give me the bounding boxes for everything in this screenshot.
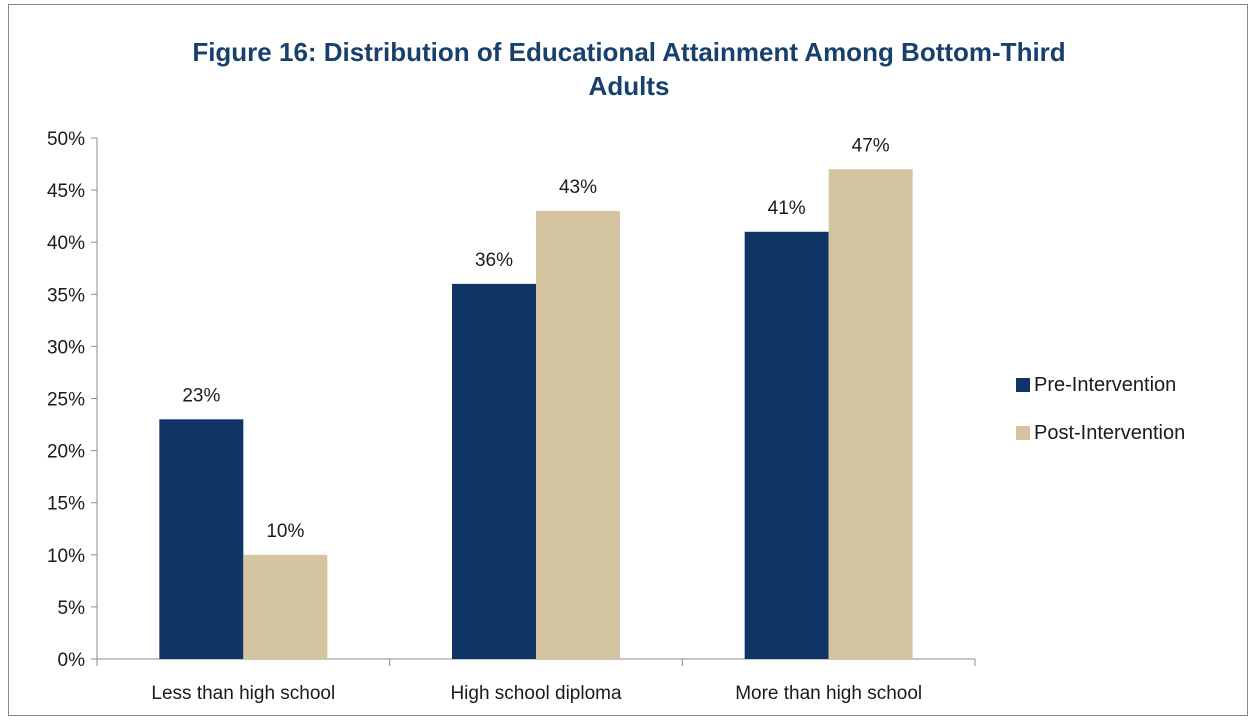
bar (159, 419, 244, 659)
y-tick-label: 10% (47, 546, 85, 567)
bar (452, 283, 536, 659)
y-tick-label: 30% (47, 337, 85, 358)
legend-swatch (1016, 378, 1030, 392)
chart-title: Figure 16: Distribution of Educational A… (9, 35, 1249, 103)
bar (243, 554, 328, 659)
x-tick-label: Less than high school (151, 683, 335, 704)
data-label: 43% (559, 177, 597, 198)
y-tick-label: 45% (47, 181, 85, 202)
legend-swatch (1016, 426, 1030, 440)
chart-title-line2: Adults (588, 71, 670, 101)
y-tick-label: 0% (58, 650, 86, 671)
y-tick-label: 20% (47, 442, 85, 463)
y-tick-label: 35% (47, 285, 85, 306)
data-label: 47% (852, 135, 890, 156)
bar (744, 231, 829, 659)
y-tick-label: 50% (47, 129, 85, 150)
x-tick-label: More than high school (735, 683, 922, 704)
data-label: 36% (475, 250, 513, 271)
data-label: 41% (768, 198, 806, 219)
data-label: 10% (266, 521, 304, 542)
data-label: 23% (182, 385, 220, 406)
legend-label: Post-Intervention (1034, 422, 1185, 444)
chart-title-line1: Figure 16: Distribution of Educational A… (192, 37, 1066, 67)
y-tick-label: 25% (47, 390, 85, 411)
y-tick-label: 5% (58, 598, 86, 619)
bar (536, 210, 620, 659)
y-tick-label: 40% (47, 233, 85, 254)
y-tick-label: 15% (47, 494, 85, 515)
x-tick-label: High school diploma (450, 683, 622, 704)
bar (828, 169, 913, 659)
legend-label: Pre-Intervention (1034, 374, 1176, 396)
